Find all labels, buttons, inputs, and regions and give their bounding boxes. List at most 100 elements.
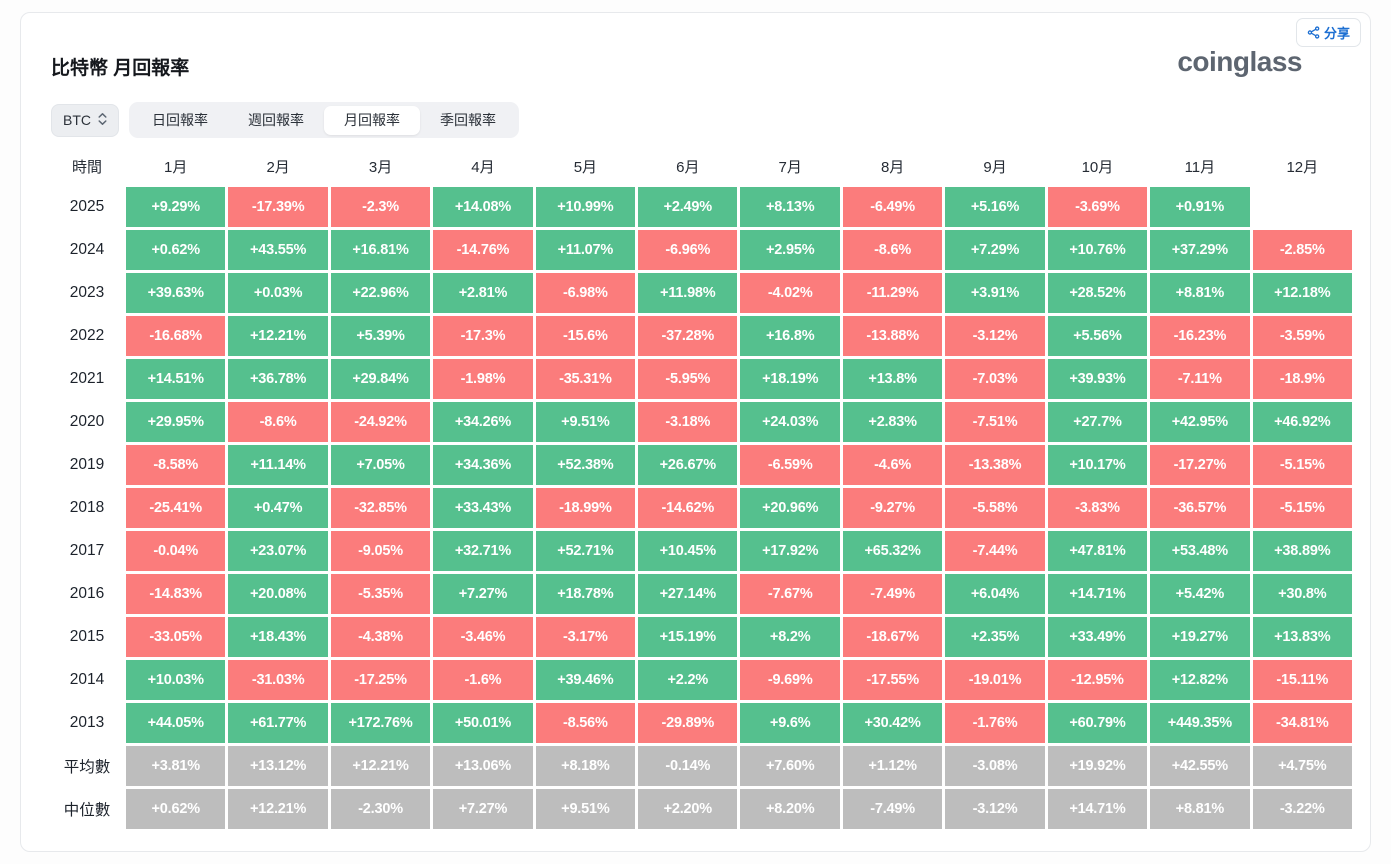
table-cell: -6.49% (842, 187, 943, 227)
table-cell: -31.03% (228, 660, 328, 700)
table-cell: +16.81% (330, 230, 431, 270)
table-cell: +2.81% (433, 273, 533, 313)
table-cell: +12.82% (1150, 660, 1250, 700)
table-cell: +52.71% (535, 531, 636, 571)
share-icon (1307, 26, 1320, 39)
table-cell: -3.59% (1252, 316, 1352, 356)
year-row-label: 2023 (69, 284, 105, 301)
table-cell: +34.36% (433, 445, 533, 485)
tab-monthly-returns[interactable]: 月回報率 (324, 105, 420, 135)
table-cell: +2.83% (842, 402, 943, 442)
month-column-header: 6月 (676, 158, 700, 176)
table-cell: +50.01% (433, 703, 533, 743)
year-row-label: 2018 (69, 499, 105, 516)
table-cell: -17.39% (228, 187, 328, 227)
table-cell: +18.19% (740, 359, 840, 399)
table-cell: +5.16% (945, 187, 1045, 227)
table-cell: -13.38% (945, 445, 1045, 485)
table-cell: -33.05% (126, 617, 226, 657)
table-cell: +3.81% (126, 746, 226, 786)
table-cell: +14.08% (433, 187, 533, 227)
table-cell: +46.92% (1252, 402, 1352, 442)
table-cell: +20.96% (740, 488, 840, 528)
table-cell: -15.11% (1252, 660, 1352, 700)
month-column-header: 9月 (983, 158, 1007, 176)
table-cell: -11.29% (842, 273, 943, 313)
table-cell: +6.04% (945, 574, 1045, 614)
table-cell: -0.04% (126, 531, 226, 571)
year-row-label: 2017 (69, 542, 105, 559)
table-cell: -3.46% (433, 617, 533, 657)
month-column-header: 8月 (880, 158, 905, 176)
table-cell: +10.76% (1047, 230, 1148, 270)
tab-quarterly-returns[interactable]: 季回報率 (420, 106, 516, 135)
table-cell: +5.39% (330, 316, 431, 356)
table-cell: +36.78% (228, 359, 328, 399)
table-cell: +8.13% (740, 187, 840, 227)
table-cell: +19.92% (1047, 746, 1148, 786)
symbol-select-value: BTC (63, 112, 91, 128)
table-cell: -18.9% (1252, 359, 1352, 399)
returns-card: 分享 coinglass 比特幣 月回報率 BTC 日回報率 週回報率 月回報率… (20, 12, 1371, 852)
table-cell: +10.17% (1047, 445, 1148, 485)
month-column-header: 10月 (1081, 158, 1114, 176)
table-cell: -29.89% (638, 703, 738, 743)
table-cell: +5.42% (1150, 574, 1250, 614)
table-cell: +7.29% (945, 230, 1045, 270)
table-cell: -1.98% (433, 359, 533, 399)
table-cell: +47.81% (1047, 531, 1148, 571)
table-cell: +27.14% (638, 574, 738, 614)
table-cell: +2.35% (945, 617, 1045, 657)
table-cell: -5.15% (1252, 488, 1352, 528)
table-cell: -6.96% (638, 230, 738, 270)
table-cell: +0.03% (228, 273, 328, 313)
table-cell: +2.49% (638, 187, 738, 227)
table-cell: -4.6% (842, 445, 943, 485)
year-row-label: 2021 (69, 370, 105, 387)
table-cell: -7.49% (842, 789, 943, 829)
table-cell: +14.51% (126, 359, 226, 399)
table-cell: -8.6% (228, 402, 328, 442)
controls-bar: BTC 日回報率 週回報率 月回報率 季回報率 (51, 102, 1358, 138)
table-cell: -17.27% (1150, 445, 1250, 485)
table-cell: -5.58% (945, 488, 1045, 528)
table-cell: +7.60% (740, 746, 840, 786)
table-cell: +32.71% (433, 531, 533, 571)
year-row-label: 2019 (69, 456, 105, 473)
period-tabs: 日回報率 週回報率 月回報率 季回報率 (129, 102, 519, 138)
table-cell: -7.11% (1150, 359, 1250, 399)
table-cell: +12.21% (228, 789, 328, 829)
table-cell: +29.84% (330, 359, 431, 399)
table-cell: -2.30% (330, 789, 431, 829)
updown-chevrons-icon (98, 112, 107, 129)
table-cell: +172.76% (330, 703, 431, 743)
year-row-label: 2014 (69, 671, 105, 688)
table-cell: -9.05% (330, 531, 431, 571)
symbol-select[interactable]: BTC (51, 103, 119, 137)
table-cell: -3.83% (1047, 488, 1148, 528)
table-cell: -14.83% (126, 574, 226, 614)
table-cell: +1.12% (842, 746, 943, 786)
year-row-label: 2013 (69, 714, 105, 731)
share-button[interactable]: 分享 (1295, 18, 1361, 47)
table-cell: +10.03% (126, 660, 226, 700)
table-cell: -13.88% (842, 316, 943, 356)
table-cell: -37.28% (638, 316, 738, 356)
table-cell: -5.35% (330, 574, 431, 614)
table-cell: -6.98% (535, 273, 636, 313)
table-cell: +61.77% (228, 703, 328, 743)
year-row-label: 2016 (69, 585, 105, 602)
table-cell: +2.20% (638, 789, 738, 829)
tab-weekly-returns[interactable]: 週回報率 (228, 106, 324, 135)
table-cell: -2.85% (1252, 230, 1352, 270)
table-cell: +29.95% (126, 402, 226, 442)
page-title: 比特幣 月回報率 (51, 58, 190, 79)
table-cell: -7.44% (945, 531, 1045, 571)
table-cell: +30.42% (842, 703, 943, 743)
table-cell: +65.32% (842, 531, 943, 571)
month-column-header: 5月 (573, 158, 598, 176)
coinglass-logo: coinglass (1177, 46, 1302, 77)
table-cell: -3.69% (1047, 187, 1148, 227)
tab-daily-returns[interactable]: 日回報率 (132, 106, 228, 135)
table-cell: +22.96% (330, 273, 431, 313)
